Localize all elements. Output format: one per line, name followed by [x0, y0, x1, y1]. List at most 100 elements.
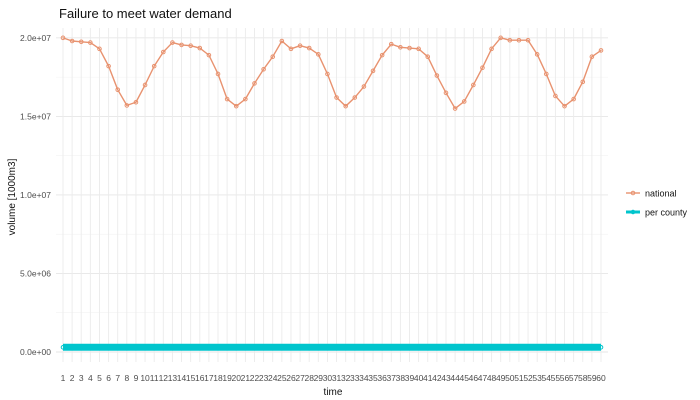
data-point-national: [69, 38, 75, 44]
data-point-national: [142, 82, 148, 88]
data-point-per-county: [416, 344, 421, 350]
x-tick-label: 50: [505, 373, 515, 383]
y-axis-title: volume [1000m3]: [7, 158, 18, 235]
x-tick-label: 10: [140, 373, 150, 383]
x-tick-label: 21: [241, 373, 251, 383]
data-point-national: [379, 52, 385, 58]
data-point-national: [97, 46, 102, 52]
data-point-national: [270, 54, 276, 60]
data-point-per-county: [443, 344, 449, 350]
x-tick-label: 55: [551, 373, 561, 383]
data-point-per-county: [197, 344, 203, 350]
data-point-national: [480, 65, 485, 70]
data-point-national: [224, 96, 230, 102]
data-point-per-county: [598, 344, 604, 350]
y-tick-label: 2.0e+07: [20, 33, 51, 43]
data-point-national: [252, 81, 257, 86]
data-point-national: [233, 103, 239, 109]
x-tick-label: 45: [459, 373, 469, 383]
legend-label-per-county: per county: [645, 208, 688, 218]
x-tick-label: 44: [450, 373, 460, 383]
data-point-national: [306, 45, 312, 51]
x-tick-label: 31: [332, 373, 342, 383]
data-point-national: [416, 46, 421, 52]
data-point-per-county: [60, 344, 66, 350]
data-point-national: [388, 41, 394, 47]
x-tick-label: 35: [368, 373, 378, 383]
data-point-per-county: [407, 344, 412, 350]
data-point-per-county: [571, 344, 576, 350]
legend-item-per-county[interactable]: per county: [626, 208, 688, 218]
data-point-national: [398, 44, 403, 50]
x-tick-label: 2: [70, 373, 75, 383]
legend-item-national[interactable]: national: [626, 189, 677, 199]
legend-marker-per-county: [630, 209, 636, 215]
data-point-national: [434, 73, 440, 78]
data-point-national: [78, 39, 84, 45]
data-point-per-county: [170, 344, 175, 350]
data-point-per-county: [243, 344, 248, 350]
data-point-per-county: [507, 344, 513, 350]
data-point-per-county: [306, 344, 312, 350]
y-tick-label: 0.0e+00: [20, 347, 51, 357]
x-tick-label: 9: [134, 373, 139, 383]
legend-label-national: national: [645, 189, 677, 199]
data-point-national: [133, 99, 139, 105]
data-point-per-county: [252, 344, 257, 350]
x-tick-label: 14: [177, 373, 187, 383]
x-tick-label: 27: [295, 373, 305, 383]
data-point-national: [243, 96, 248, 102]
legend-marker-national: [630, 190, 636, 196]
x-tick-label: 25: [277, 373, 287, 383]
data-point-per-county: [288, 344, 294, 350]
data-point-national: [461, 99, 467, 104]
points-layer: [60, 35, 604, 350]
data-point-per-county: [161, 344, 166, 350]
data-point-national: [316, 52, 321, 57]
data-point-national: [161, 49, 166, 55]
data-point-per-county: [179, 344, 184, 350]
data-point-national: [215, 71, 221, 77]
data-point-national: [598, 48, 604, 53]
data-point-per-county: [69, 344, 75, 350]
data-point-per-county: [297, 344, 303, 350]
data-point-national: [425, 54, 431, 60]
x-tick-label: 24: [268, 373, 278, 383]
data-point-per-county: [224, 344, 230, 350]
data-point-per-county: [133, 344, 139, 350]
y-tick-label: 1.5e+07: [20, 111, 51, 121]
data-point-national: [543, 71, 549, 77]
data-point-national: [188, 43, 193, 49]
x-tick-label: 56: [560, 373, 570, 383]
data-point-national: [507, 37, 513, 43]
data-point-national: [197, 45, 203, 51]
data-point-national: [179, 42, 184, 48]
x-tick-label: 40: [414, 373, 424, 383]
data-point-per-county: [489, 344, 494, 350]
data-point-national: [553, 93, 558, 99]
y-tick-label: 5.0e+06: [20, 268, 51, 278]
x-tick-label: 30: [323, 373, 333, 383]
data-point-per-county: [106, 344, 111, 350]
x-tick-label: 3: [79, 373, 84, 383]
data-point-per-county: [525, 344, 531, 350]
data-point-per-county: [553, 344, 558, 350]
data-point-per-county: [343, 344, 348, 350]
x-tick-label: 7: [115, 373, 120, 383]
x-tick-label: 37: [387, 373, 397, 383]
data-point-per-county: [580, 344, 586, 350]
data-point-national: [343, 103, 348, 109]
data-point-per-county: [188, 344, 193, 350]
data-point-national: [334, 95, 339, 100]
data-point-per-county: [498, 344, 503, 350]
data-point-national: [452, 106, 458, 111]
y-tick-label: 1.0e+07: [20, 190, 51, 200]
x-tick-label: 48: [487, 373, 497, 383]
data-point-national: [288, 46, 294, 52]
x-tick-label: 42: [432, 373, 442, 383]
x-tick-label: 52: [523, 373, 533, 383]
data-point-per-county: [279, 344, 285, 350]
x-tick-label: 22: [250, 373, 260, 383]
data-point-national: [370, 68, 376, 74]
